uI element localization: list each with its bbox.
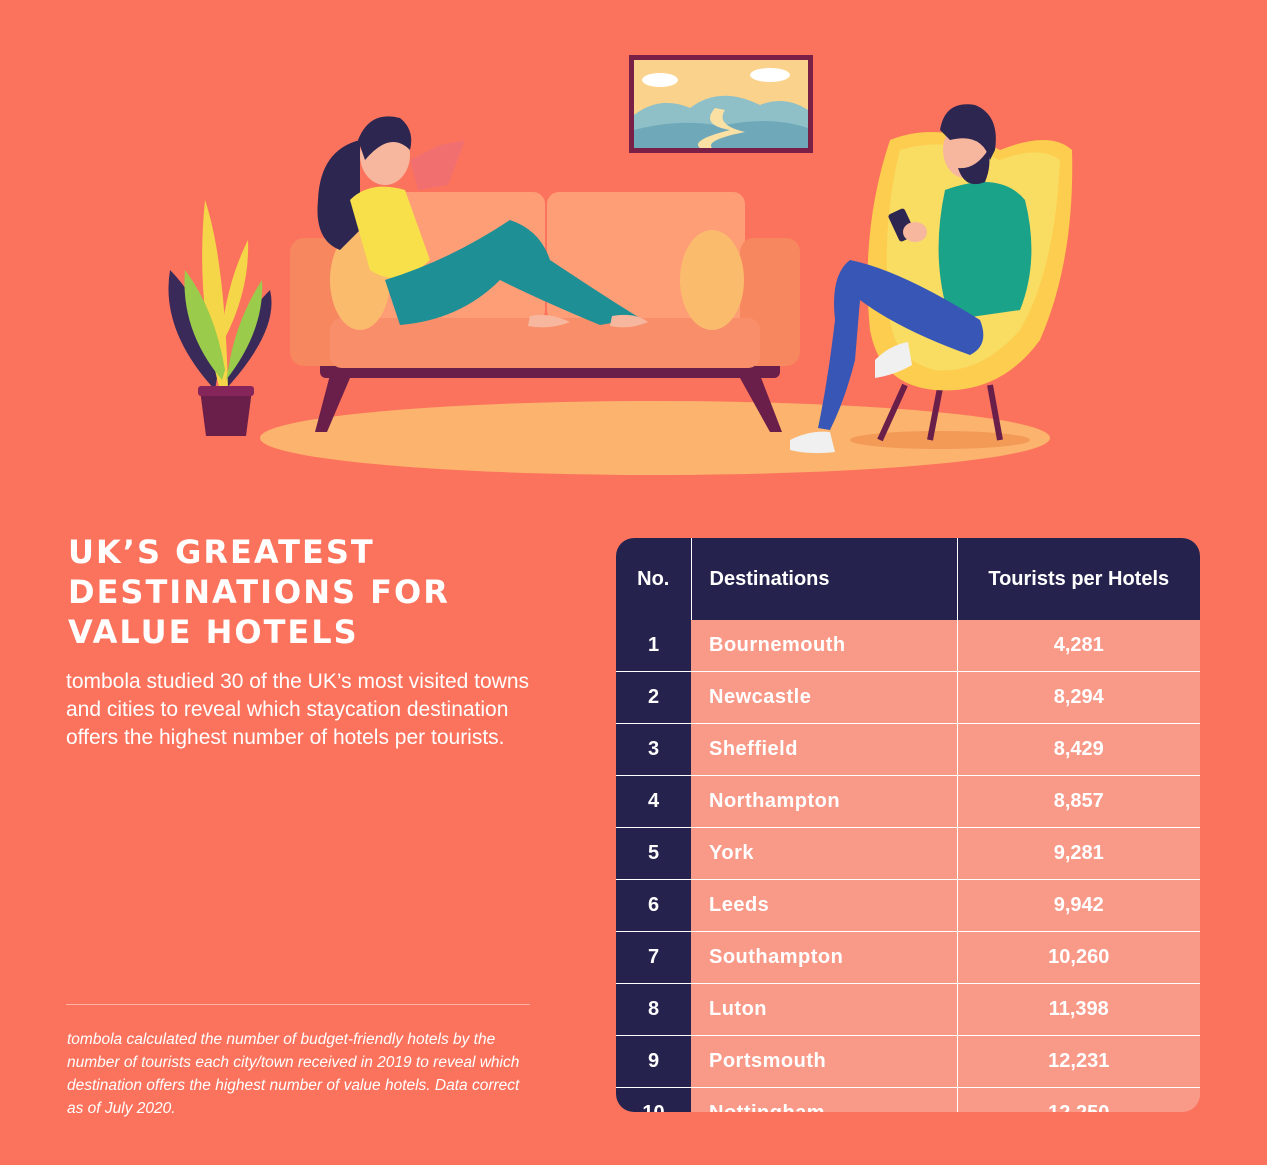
destinations-table: No. Destinations Tourists per Hotels 1 Bo… <box>616 538 1200 1112</box>
value-cell: 12,231 <box>957 1035 1200 1088</box>
methodology-footnote: tombola calculated the number of budget-… <box>67 1031 520 1117</box>
destination-cell: Leeds <box>691 879 958 932</box>
destination-cell: Portsmouth <box>691 1035 958 1088</box>
value-cell: 4,281 <box>957 620 1200 672</box>
rank-cell: 6 <box>616 879 691 932</box>
destination-cell: Northampton <box>691 775 958 828</box>
destination-cell: Sheffield <box>691 723 958 776</box>
title-line: value hotels <box>68 613 359 651</box>
living-room-illustration <box>168 55 1073 475</box>
table-row: 2 Newcastle 8,294 <box>616 671 1200 724</box>
table-row: 8 Luton 11,398 <box>616 983 1200 1036</box>
infographic-title: UK’s greatest destinations for value hot… <box>68 532 568 652</box>
potted-plant <box>168 200 272 436</box>
divider <box>66 1004 530 1005</box>
rank-cell: 1 <box>616 620 691 672</box>
framed-landscape-picture <box>629 55 813 153</box>
man-with-phone <box>790 104 1032 454</box>
value-cell: 8,857 <box>957 775 1200 828</box>
destination-cell: Bournemouth <box>691 620 958 672</box>
destination-cell: Luton <box>691 983 958 1036</box>
value-cell: 8,429 <box>957 723 1200 776</box>
table-row: 5 York 9,281 <box>616 827 1200 880</box>
value-cell: 8,294 <box>957 671 1200 724</box>
value-cell: 9,942 <box>957 879 1200 932</box>
title-line: UK’s greatest <box>68 533 375 571</box>
sofa <box>290 192 800 432</box>
table-header-row: No. Destinations Tourists per Hotels <box>616 538 1200 620</box>
table-row: 7 Southampton 10,260 <box>616 931 1200 984</box>
rank-cell: 5 <box>616 827 691 880</box>
intro-text: tombola studied 30 of the UK’s most visi… <box>66 670 530 749</box>
destination-cell: Newcastle <box>691 671 958 724</box>
rank-cell: 9 <box>616 1035 691 1088</box>
value-cell: 12,250 <box>957 1087 1200 1112</box>
rank-cell: 4 <box>616 775 691 828</box>
rank-cell: 8 <box>616 983 691 1036</box>
destination-cell: Southampton <box>691 931 958 984</box>
rug <box>260 401 1050 475</box>
column-header-no: No. <box>616 538 692 620</box>
table-row: 3 Sheffield 8,429 <box>616 723 1200 776</box>
woman-reading <box>317 116 648 328</box>
table-body: 1 Bournemouth 4,281 2 Newcastle 8,294 3 Sheffie… <box>616 620 1200 1112</box>
column-header-tourists-per-hotels: Tourists per Hotels <box>957 538 1200 620</box>
table-row: 10Nottingham12,250 <box>616 1087 1200 1112</box>
rank-cell: 3 <box>616 723 691 776</box>
value-cell: 10,260 <box>957 931 1200 984</box>
value-cell: 11,398 <box>957 983 1200 1036</box>
table-row: 9 Portsmouth 12,231 <box>616 1035 1200 1088</box>
column-header-destinations: Destinations <box>691 538 958 620</box>
rank-cell: 7 <box>616 931 691 984</box>
ranking-table: No. Destinations Tourists per Hotels 1 Bo… <box>616 538 1200 1112</box>
table-row: 6 Leeds 9,942 <box>616 879 1200 932</box>
table-row: 4 Northampton 8,857 <box>616 775 1200 828</box>
destination-cell: Nottingham <box>691 1087 958 1112</box>
rank-cell: 2 <box>616 671 691 724</box>
value-cell: 9,281 <box>957 827 1200 880</box>
rank-cell: 10 <box>616 1087 691 1112</box>
table-row: 1 Bournemouth 4,281 <box>616 620 1200 672</box>
rug-inner <box>850 431 1030 449</box>
destination-cell: York <box>691 827 958 880</box>
title-line: destinations for <box>68 573 450 611</box>
